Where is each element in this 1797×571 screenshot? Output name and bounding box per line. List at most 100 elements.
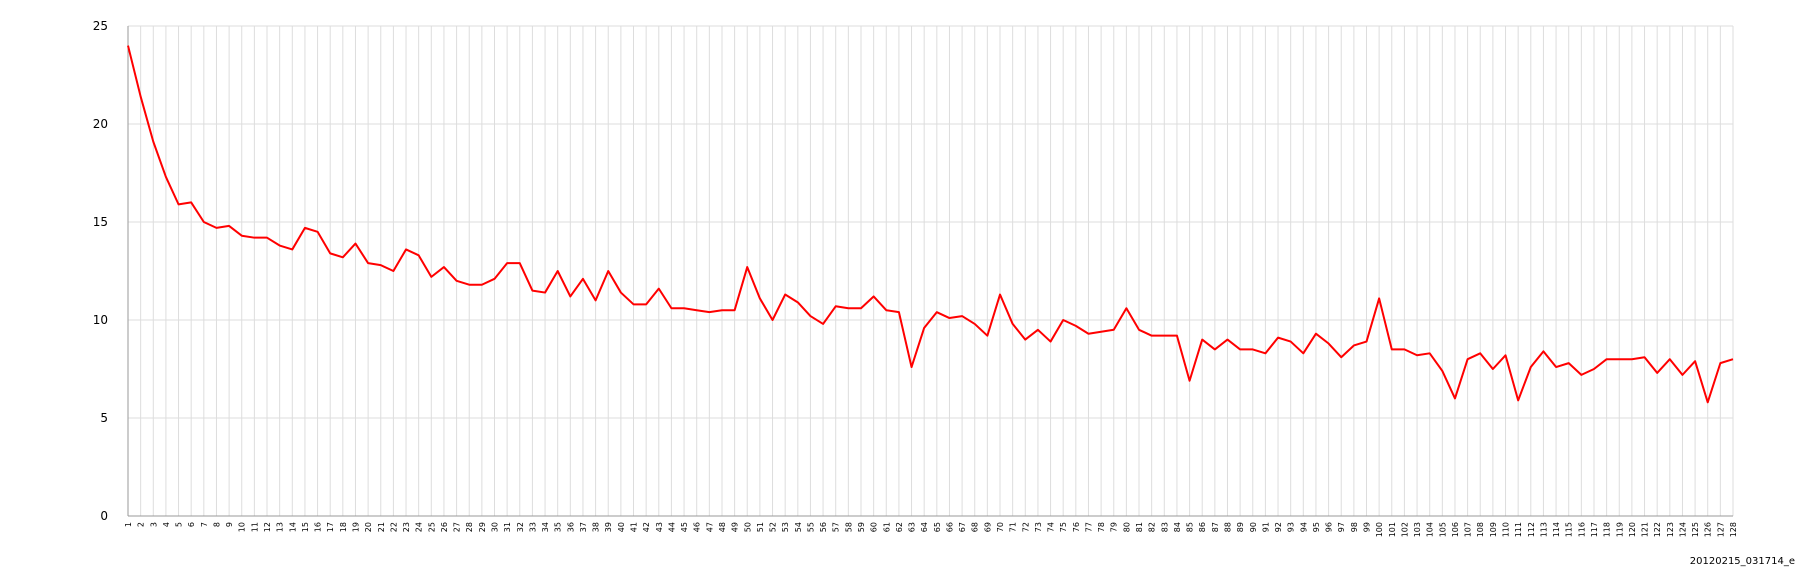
- x-tick-label: 31: [503, 522, 512, 532]
- x-tick-label: 102: [1400, 522, 1409, 537]
- x-tick-label: 64: [920, 522, 929, 532]
- x-tick-label: 30: [490, 522, 499, 532]
- x-tick-label: 23: [402, 522, 411, 532]
- x-tick-label: 60: [870, 522, 879, 532]
- x-tick-label: 26: [440, 522, 449, 532]
- x-tick-label: 49: [731, 522, 740, 532]
- x-tick-label: 46: [693, 522, 702, 532]
- y-tick-label: 0: [100, 509, 108, 523]
- x-tick-label: 52: [769, 522, 778, 532]
- x-tick-label: 33: [528, 522, 537, 532]
- x-tick-label: 97: [1337, 522, 1346, 532]
- x-tick-label: 62: [895, 522, 904, 532]
- x-tick-label: 6: [187, 522, 196, 527]
- x-tick-label: 32: [516, 522, 525, 532]
- x-tick-labels: 1 2 3 4 5 6 7 8 9 10 11 12 13 14 15 16 17 18 19 20 21 22 23 24 2…: [124, 522, 1738, 537]
- x-tick-label: 66: [945, 522, 954, 532]
- x-tick-label: 113: [1539, 522, 1548, 537]
- x-tick-label: 100: [1375, 522, 1384, 537]
- x-tick-label: 81: [1135, 522, 1144, 532]
- x-tick-label: 16: [314, 522, 323, 532]
- x-tick-label: 7: [200, 522, 209, 527]
- x-tick-label: 39: [604, 522, 613, 532]
- x-tick-label: 56: [819, 522, 828, 532]
- x-tick-label: 115: [1565, 522, 1574, 537]
- y-tick-label: 20: [93, 117, 108, 131]
- x-tick-label: 18: [339, 522, 348, 532]
- x-tick-label: 105: [1438, 522, 1447, 537]
- x-tick-label: 48: [718, 522, 727, 532]
- x-tick-label: 74: [1047, 522, 1056, 532]
- x-tick-label: 1: [124, 522, 133, 527]
- x-tick-label: 41: [630, 522, 639, 532]
- x-tick-label: 59: [857, 522, 866, 532]
- x-tick-label: 29: [478, 522, 487, 532]
- x-tick-label: 70: [996, 522, 1005, 532]
- x-tick-label: 126: [1704, 522, 1713, 537]
- x-tick-label: 79: [1110, 522, 1119, 532]
- x-tick-label: 96: [1325, 522, 1334, 532]
- x-tick-label: 76: [1072, 522, 1081, 532]
- x-tick-label: 98: [1350, 522, 1359, 532]
- x-tick-label: 24: [415, 522, 424, 532]
- x-tick-label: 45: [680, 522, 689, 532]
- series-line: [127, 45, 1734, 404]
- x-tick-label: 124: [1678, 522, 1687, 537]
- horizontal-gridlines: [128, 25, 1733, 517]
- x-tick-label: 122: [1653, 522, 1662, 537]
- x-tick-label: 3: [149, 522, 158, 527]
- x-tick-label: 104: [1426, 522, 1435, 537]
- x-tick-label: 63: [908, 522, 917, 532]
- x-tick-label: 67: [958, 522, 967, 532]
- x-tick-label: 36: [566, 522, 575, 532]
- x-tick-label: 68: [971, 522, 980, 532]
- x-tick-label: 71: [1009, 522, 1018, 532]
- x-tick-label: 69: [983, 522, 992, 532]
- x-tick-label: 54: [794, 522, 803, 532]
- x-tick-label: 8: [212, 522, 221, 527]
- x-tick-label: 22: [389, 522, 398, 532]
- x-tick-label: 111: [1514, 522, 1523, 537]
- x-tick-label: 118: [1603, 522, 1612, 537]
- x-tick-label: 95: [1312, 522, 1321, 532]
- x-tick-label: 20: [364, 522, 373, 532]
- x-tick-label: 17: [326, 522, 335, 532]
- x-tick-label: 84: [1173, 522, 1182, 532]
- y-tick-labels: 0 5 10 15 20 25: [93, 19, 108, 523]
- vertical-gridlines: [127, 26, 1734, 516]
- x-tick-label: 121: [1641, 522, 1650, 537]
- x-tick-label: 57: [832, 522, 841, 532]
- x-tick-label: 101: [1388, 522, 1397, 537]
- x-tick-label: 114: [1552, 522, 1561, 537]
- x-tick-label: 112: [1527, 522, 1536, 537]
- x-tick-label: 44: [667, 522, 676, 532]
- x-tick-label: 58: [844, 522, 853, 532]
- x-tick-label: 21: [377, 522, 386, 532]
- x-tick-label: 92: [1274, 522, 1283, 532]
- x-tick-label: 88: [1223, 522, 1232, 532]
- x-tick-label: 106: [1451, 522, 1460, 537]
- x-tick-label: 128: [1729, 522, 1738, 537]
- x-tick-label: 47: [705, 522, 714, 532]
- x-tick-label: 13: [276, 522, 285, 532]
- x-tick-label: 89: [1236, 522, 1245, 532]
- x-tick-label: 35: [554, 522, 563, 532]
- x-tick-label: 110: [1502, 522, 1511, 537]
- x-tick-label: 77: [1084, 522, 1093, 532]
- x-tick-label: 78: [1097, 522, 1106, 532]
- x-tick-label: 120: [1628, 522, 1637, 537]
- x-tick-label: 50: [743, 522, 752, 532]
- x-tick-label: 55: [806, 522, 815, 532]
- x-tick-label: 5: [175, 522, 184, 527]
- x-tick-label: 119: [1615, 522, 1624, 537]
- x-tick-label: 108: [1476, 522, 1485, 537]
- x-tick-label: 127: [1716, 522, 1725, 537]
- series-group: [127, 45, 1734, 404]
- y-tick-label: 15: [93, 215, 108, 229]
- x-tick-label: 91: [1261, 522, 1270, 532]
- x-tick-label: 116: [1577, 522, 1586, 537]
- x-tick-label: 117: [1590, 522, 1599, 537]
- x-tick-label: 2: [137, 522, 146, 527]
- x-tick-label: 93: [1287, 522, 1296, 532]
